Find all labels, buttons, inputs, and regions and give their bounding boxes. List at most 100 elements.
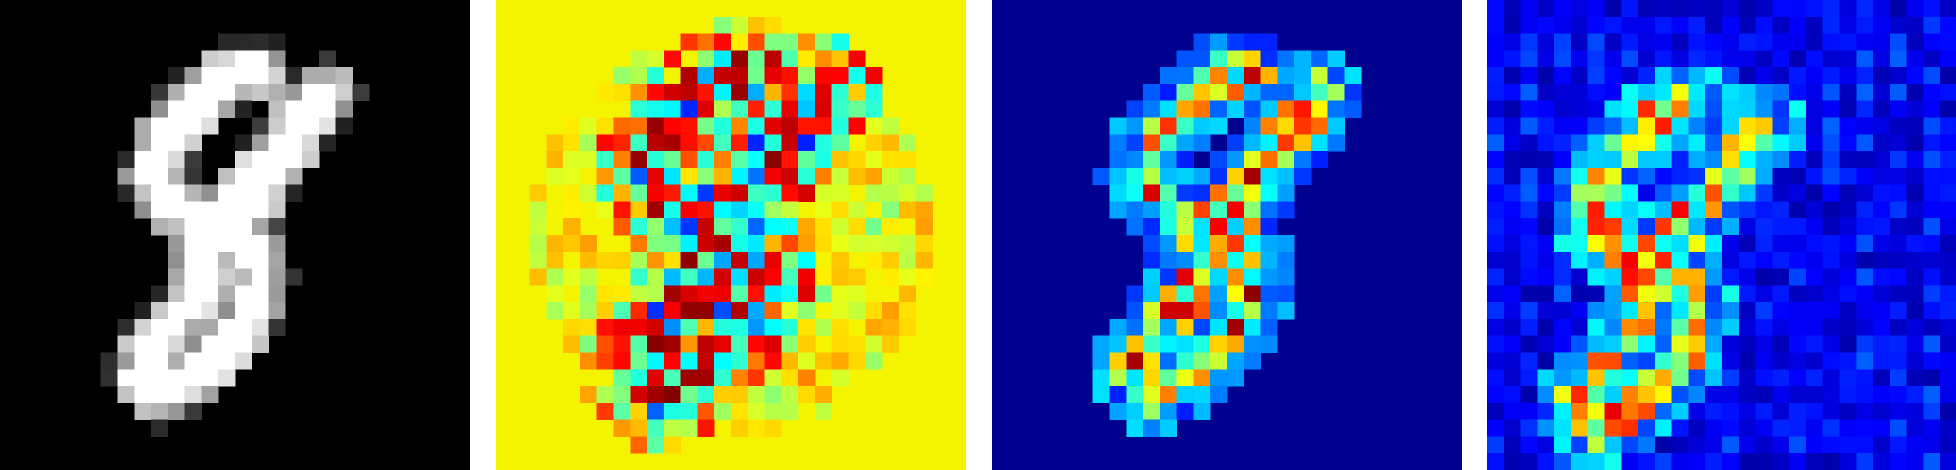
- heatmap-cell: [318, 67, 337, 85]
- heatmap-cell: [1738, 117, 1756, 135]
- heatmap-cell: [1789, 369, 1807, 387]
- heatmap-cell: [798, 335, 816, 353]
- heatmap-cell: [714, 201, 732, 219]
- heatmap-cell: [1621, 218, 1639, 236]
- heatmap-cell: [151, 386, 169, 404]
- heatmap-cell: [235, 352, 253, 370]
- heatmap-cell: [764, 268, 782, 286]
- heatmap-cell: [1940, 50, 1956, 68]
- heatmap-cell: [1487, 369, 1505, 387]
- heatmap-cell: [1738, 352, 1756, 370]
- heatmap-cell: [1554, 318, 1572, 337]
- heatmap-cell: [1587, 100, 1605, 118]
- heatmap-cell: [1906, 218, 1924, 236]
- heatmap-cell: [596, 134, 614, 152]
- heatmap-cell: [285, 268, 303, 286]
- heatmap-cell: [1688, 167, 1706, 185]
- heatmap-cell: [1889, 134, 1907, 152]
- heatmap-cell: [1260, 302, 1278, 320]
- heatmap-cell: [1193, 352, 1211, 370]
- heatmap-cell: [1738, 251, 1756, 269]
- heatmap-cell: [1923, 50, 1941, 68]
- heatmap-cell: [747, 100, 765, 118]
- heatmap-cell: [865, 302, 883, 320]
- heatmap-cell: [731, 335, 749, 353]
- heatmap-cell: [1327, 134, 1345, 152]
- heatmap-cell: [1856, 201, 1874, 219]
- heatmap-cell: [201, 335, 219, 353]
- heatmap-cell: [1906, 167, 1924, 185]
- heatmap-cell: [1260, 201, 1278, 219]
- heatmap-cell: [697, 285, 715, 303]
- heatmap-cell: [898, 201, 916, 219]
- heatmap-cell: [1587, 369, 1605, 387]
- heatmap-cell: [1755, 419, 1773, 437]
- heatmap-cell: [1487, 167, 1505, 185]
- heatmap-cell: [1722, 369, 1740, 387]
- heatmap-cell: [134, 386, 152, 404]
- heatmap-cell: [1193, 134, 1211, 152]
- heatmap-cell: [235, 67, 253, 85]
- heatmap-cell: [1554, 369, 1572, 387]
- heatmap-cell: [630, 67, 648, 85]
- heatmap-cell: [1243, 335, 1261, 353]
- heatmap-cell: [714, 218, 732, 236]
- heatmap-cell: [1260, 83, 1278, 102]
- heatmap-cell: [1260, 50, 1278, 68]
- heatmap-cell: [134, 369, 152, 387]
- heatmap-cell: [1722, 218, 1740, 236]
- heatmap-cell: [1805, 167, 1824, 185]
- heatmap-cell: [1654, 0, 1672, 18]
- heatmap-cell: [814, 151, 833, 169]
- heatmap-cell: [285, 167, 303, 185]
- heatmap-cell: [546, 134, 564, 152]
- heatmap-cell: [1805, 16, 1824, 34]
- heatmap-cell: [1554, 302, 1572, 320]
- heatmap-cell: [1537, 16, 1555, 34]
- heatmap-cell: [663, 201, 681, 219]
- heatmap-cell: [167, 100, 185, 118]
- heatmap-cell: [1772, 251, 1790, 269]
- heatmap-cell: [201, 318, 219, 337]
- heatmap-cell: [184, 369, 202, 387]
- heatmap-cell: [1210, 386, 1228, 404]
- heatmap-cell: [1923, 151, 1941, 169]
- heatmap-cell: [1822, 167, 1840, 185]
- heatmap-cell: [613, 285, 631, 303]
- heatmap-cell: [898, 235, 916, 253]
- heatmap-cell: [1277, 67, 1295, 85]
- heatmap-cell: [201, 218, 219, 236]
- heatmap-cell: [563, 302, 581, 320]
- heatmap-cell: [1143, 201, 1161, 219]
- heatmap-cell: [831, 33, 849, 51]
- heatmap-cell: [1520, 251, 1538, 269]
- heatmap-cell: [1688, 352, 1706, 370]
- heatmap-cell: [1873, 184, 1891, 202]
- heatmap-cell: [1705, 453, 1723, 470]
- heatmap-cell: [1621, 251, 1639, 269]
- heatmap-cell: [1520, 318, 1538, 337]
- heatmap-cell: [1772, 33, 1790, 51]
- heatmap-cell: [218, 201, 236, 219]
- heatmap-cell: [1587, 402, 1605, 420]
- heatmap-cell: [1126, 134, 1144, 152]
- heatmap-cell: [1889, 184, 1907, 202]
- heatmap-cell: [680, 235, 698, 253]
- heatmap-cell: [201, 386, 219, 404]
- heatmap-cell: [1856, 151, 1874, 169]
- heatmap-cell: [1772, 268, 1790, 286]
- heatmap-cell: [1193, 201, 1211, 219]
- heatmap-cell: [1738, 16, 1756, 34]
- heatmap-cell: [1159, 335, 1177, 353]
- heatmap-cell: [1755, 184, 1773, 202]
- heatmap-cell: [697, 151, 715, 169]
- heatmap-cell: [1520, 369, 1538, 387]
- heatmap-cell: [151, 402, 169, 420]
- heatmap-cell: [1227, 369, 1245, 387]
- heatmap-cell: [1227, 268, 1245, 286]
- heatmap-cell: [798, 369, 816, 387]
- heatmap-cell: [1688, 268, 1706, 286]
- heatmap-cell: [117, 167, 135, 185]
- heatmap-cell: [1856, 184, 1874, 202]
- heatmap-cell: [1126, 184, 1144, 202]
